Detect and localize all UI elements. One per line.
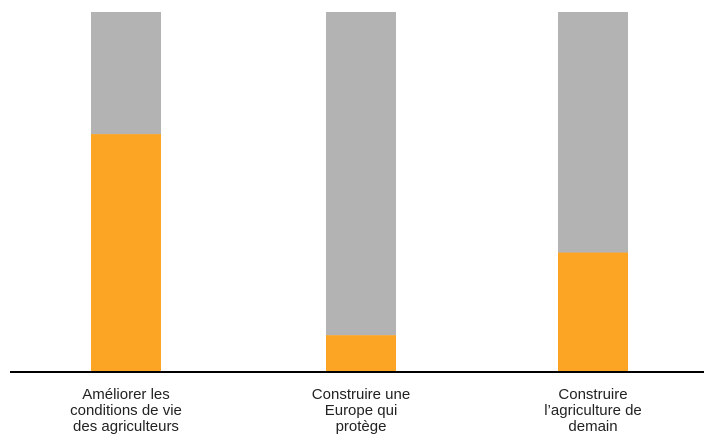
x-tick-label-line: conditions de vie (70, 402, 182, 419)
bar-segment-gray-2 (326, 12, 396, 336)
x-tick-label-line: Europe qui (325, 402, 398, 419)
x-tick-label-line: Construire une (312, 386, 410, 403)
x-tick-label-3: Construire l’agriculture de demain (544, 386, 642, 435)
bar-segment-orange-1 (91, 134, 161, 371)
bar-segment-orange-2 (326, 335, 396, 371)
x-tick-label-line: protège (336, 418, 387, 435)
x-tick-label-line: Améliorer les (82, 386, 170, 403)
x-tick-labels: Améliorer les conditions de vie des agricu… (70, 386, 642, 435)
bar-segment-gray-3 (558, 12, 628, 253)
x-tick-label-line: l’agriculture de (544, 402, 642, 419)
x-tick-label-line: Construire (558, 386, 627, 403)
bar-segment-gray-1 (91, 12, 161, 135)
bars-layer (91, 12, 628, 371)
x-tick-label-line: demain (568, 418, 617, 435)
x-tick-label-line: des agriculteurs (73, 418, 179, 435)
x-tick-label-2: Construire une Europe qui protège (312, 386, 410, 435)
bar-segment-orange-3 (558, 252, 628, 371)
x-tick-label-1: Améliorer les conditions de vie des agricu… (70, 386, 182, 435)
